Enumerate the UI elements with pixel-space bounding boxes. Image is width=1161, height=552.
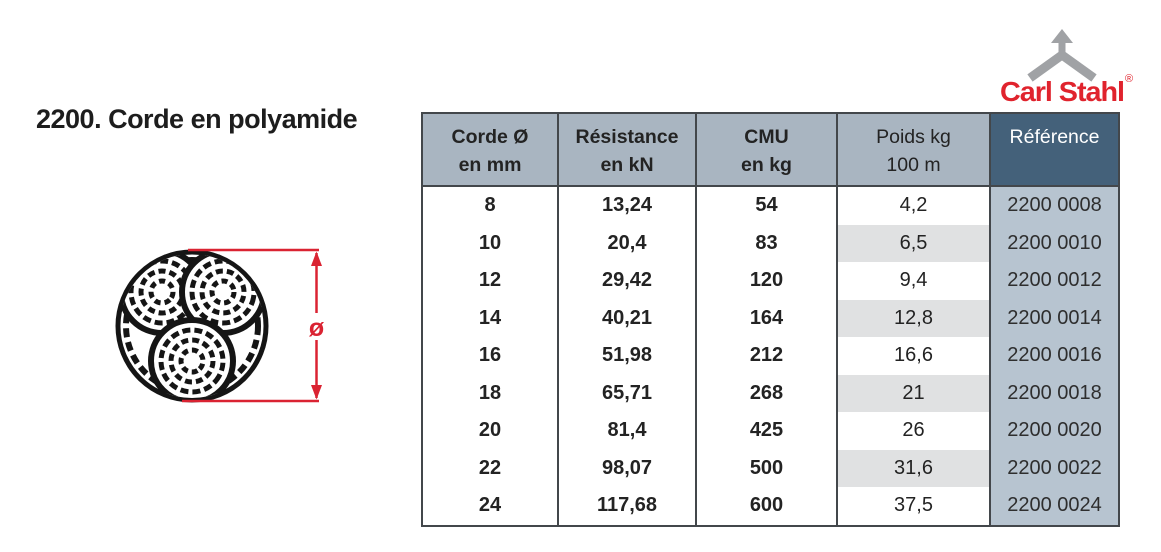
col-header-cmu: CMU en kg [697,114,838,187]
cell-reference: 2200 0018 [991,374,1118,412]
cell-cmu: 500 [697,449,838,487]
cell-cmu: 83 [697,224,838,262]
cell-diameter: 12 [423,262,559,300]
cell-diameter: 10 [423,224,559,262]
cell-diameter: 14 [423,299,559,337]
diameter-label: ø [309,314,325,342]
brand-text: Carl Stahl [1000,76,1124,106]
cell-cmu: 54 [697,187,838,225]
cell-cmu: 600 [697,487,838,525]
cell-diameter: 20 [423,412,559,450]
cell-resistance: 13,24 [559,187,697,225]
cell-cmu: 212 [697,337,838,375]
col-header-poids: Poids kg 100 m [838,114,991,187]
cell-reference: 2200 0012 [991,262,1118,300]
cell-resistance: 81,4 [559,412,697,450]
cell-reference: 2200 0024 [991,487,1118,525]
cell-cmu: 268 [697,374,838,412]
col-header-corde: Corde Ø en mm [423,114,559,187]
page-title: 2200. Corde en polyamide [36,104,358,134]
col-header-resistance: Résistance en kN [559,114,697,187]
cell-poids: 4,2 [838,187,991,225]
cell-resistance: 20,4 [559,224,697,262]
sling-arrow-icon [1027,29,1097,82]
cell-diameter: 16 [423,337,559,375]
col-header-reference: Référence [991,114,1118,187]
cell-resistance: 51,98 [559,337,697,375]
cell-poids: 37,5 [838,487,991,525]
cell-cmu: 425 [697,412,838,450]
cell-resistance: 65,71 [559,374,697,412]
cell-poids: 9,4 [838,262,991,300]
cell-poids: 6,5 [838,224,991,262]
cell-resistance: 117,68 [559,487,697,525]
cell-diameter: 22 [423,449,559,487]
cell-cmu: 164 [697,299,838,337]
cell-resistance: 29,42 [559,262,697,300]
cell-poids: 12,8 [838,299,991,337]
cell-diameter: 8 [423,187,559,225]
cell-diameter: 18 [423,374,559,412]
cell-poids: 21 [838,374,991,412]
cell-resistance: 98,07 [559,449,697,487]
cell-poids: 16,6 [838,337,991,375]
cell-reference: 2200 0010 [991,224,1118,262]
cell-diameter: 24 [423,487,559,525]
cell-cmu: 120 [697,262,838,300]
spec-table: Corde Ø en mm Résistance en kN CMU en kg… [421,112,1120,527]
cell-poids: 26 [838,412,991,450]
cell-reference: 2200 0020 [991,412,1118,450]
registered-mark: ® [1125,73,1133,85]
rope-strands [115,249,269,403]
cell-reference: 2200 0016 [991,337,1118,375]
diameter-dimension-annotation: ø [182,248,325,403]
cell-poids: 31,6 [838,449,991,487]
cell-resistance: 40,21 [559,299,697,337]
cell-reference: 2200 0022 [991,449,1118,487]
cell-reference: 2200 0008 [991,187,1118,225]
cell-reference: 2200 0014 [991,299,1118,337]
rope-cross-section-diagram: ø [115,248,325,403]
carl-stahl-logo: Carl Stahl ® [1000,29,1133,106]
